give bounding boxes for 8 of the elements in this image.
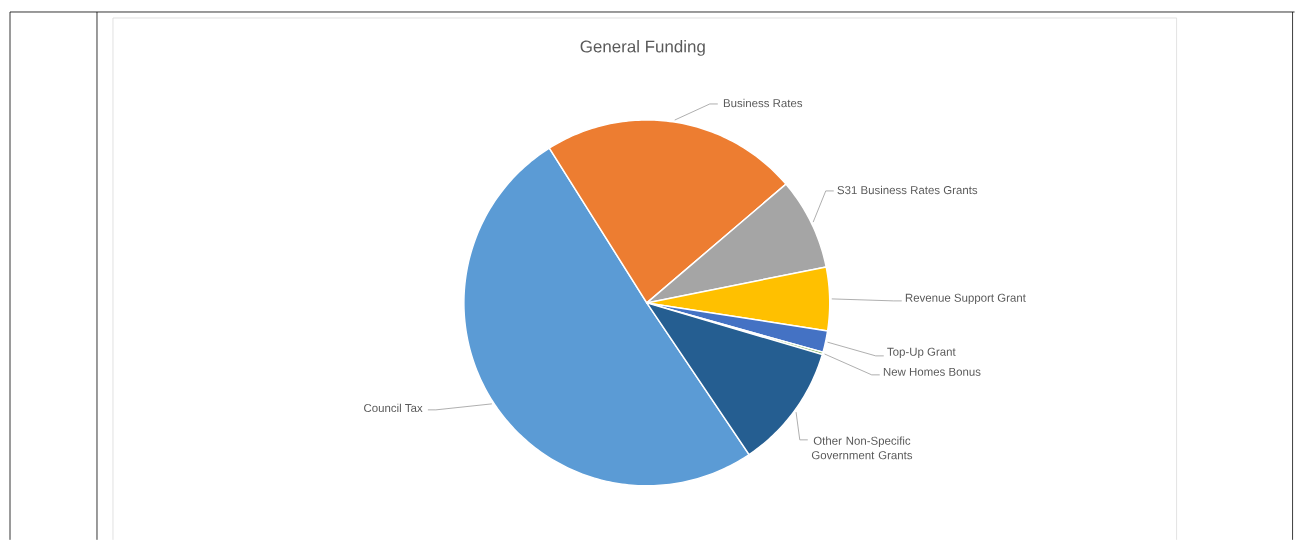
slice-label: Council Tax xyxy=(364,403,423,412)
slice-label: Top-Up Grant xyxy=(887,347,956,358)
slice-label: S31 Business Rates Grants xyxy=(837,185,978,195)
slice-label: New Homes Bonus xyxy=(883,367,981,376)
slice-label: Other Non-Specific Government Grants xyxy=(811,436,913,460)
slice-label: Business Rates xyxy=(723,98,803,108)
slice-label: Revenue Support Grant xyxy=(905,293,1026,304)
chart-title: General Funding xyxy=(580,39,705,56)
